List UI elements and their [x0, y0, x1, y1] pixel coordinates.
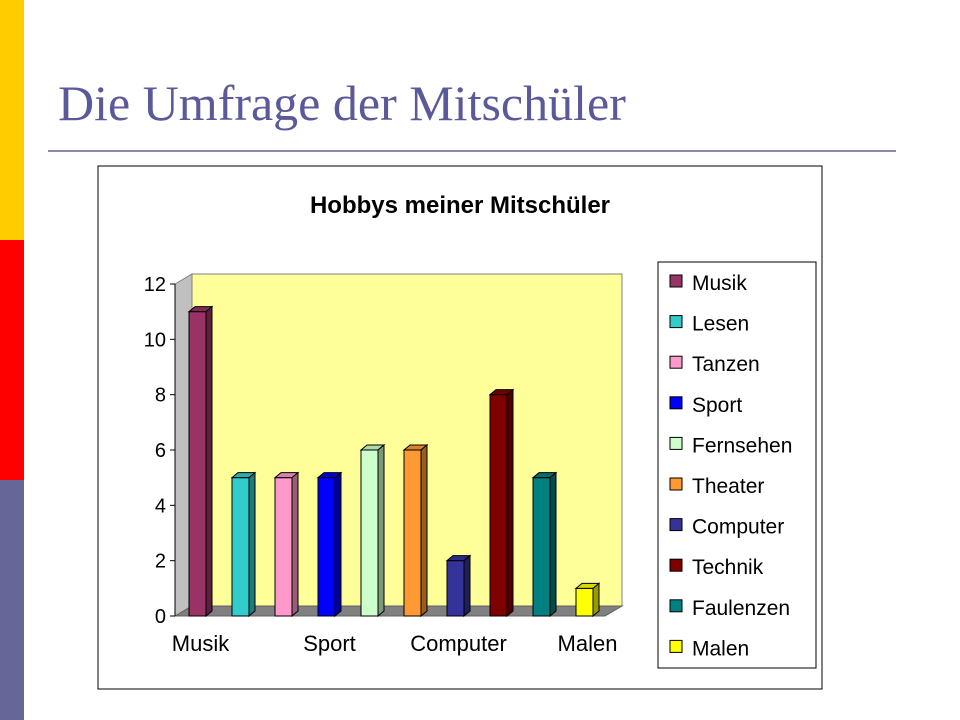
legend-label: Theater	[692, 475, 764, 498]
legend-label: Tanzen	[692, 353, 760, 376]
x-tick-label: Musik	[172, 631, 230, 656]
bar-front	[446, 560, 465, 617]
bar-tanzen	[273, 471, 300, 618]
legend-label: Sport	[692, 394, 742, 417]
accent-bar-red	[0, 240, 24, 480]
bar-theater	[402, 443, 429, 618]
bar-computer	[445, 554, 472, 618]
bar-side	[592, 582, 600, 618]
y-tick-label: 10	[144, 329, 166, 351]
bar-side	[377, 443, 385, 618]
legend-swatch	[669, 518, 683, 532]
bar-technik	[488, 388, 515, 618]
bar-malen	[574, 582, 601, 618]
bar-side	[291, 471, 299, 618]
y-tick-label: 6	[155, 440, 166, 462]
y-tick-label: 4	[155, 495, 166, 517]
legend-swatch	[669, 396, 683, 410]
bar-side	[506, 388, 514, 618]
y-tick-label: 2	[155, 551, 166, 573]
bar-front	[317, 477, 336, 617]
legend-label: Technik	[692, 556, 764, 579]
legend-swatch	[669, 315, 683, 329]
bar-side	[463, 554, 471, 618]
bar-front	[274, 477, 293, 617]
bar-side	[248, 471, 256, 618]
x-tick-label: Malen	[558, 631, 618, 656]
bar-sport	[316, 471, 343, 618]
bar-faulenzen	[531, 471, 558, 618]
slide-title: Die Umfrage der Mitschüler	[58, 75, 626, 131]
bar-front	[188, 311, 207, 617]
legend-label: Malen	[692, 637, 749, 660]
legend-swatch	[669, 639, 683, 653]
bar-musik	[187, 305, 214, 618]
legend-swatch	[669, 599, 683, 613]
bar-side	[420, 443, 428, 618]
y-tick-label: 0	[155, 606, 166, 628]
bar-front	[403, 449, 422, 617]
legend-label: Fernsehen	[692, 434, 792, 457]
legend-label: Faulenzen	[692, 597, 790, 620]
legend-swatch	[669, 355, 683, 369]
legend-label: Lesen	[692, 313, 749, 336]
accent-bar-yellow	[0, 0, 24, 240]
bar-front	[231, 477, 250, 617]
y-tick-label: 12	[144, 274, 166, 296]
legend-swatch	[669, 477, 683, 491]
accent-bar-blue	[0, 480, 24, 720]
title-divider	[48, 150, 896, 152]
x-tick-label: Sport	[303, 631, 356, 656]
y-tick-label: 8	[155, 385, 166, 407]
bar-side	[549, 471, 557, 618]
legend-box	[657, 261, 817, 669]
legend-swatch	[669, 274, 683, 288]
bar-front	[575, 587, 594, 617]
bar-side	[205, 305, 213, 618]
bar-fernsehen	[359, 443, 386, 618]
bar-lesen	[230, 471, 257, 618]
bar-front	[489, 394, 508, 617]
x-tick-label: Computer	[410, 631, 507, 656]
chart-title: Hobbys meiner Mitschüler	[310, 192, 610, 219]
legend-swatch	[669, 436, 683, 450]
legend-swatch	[669, 558, 683, 572]
bar-front	[360, 449, 379, 617]
bar-side	[334, 471, 342, 618]
legend-label: Musik	[692, 272, 747, 295]
bar-front	[532, 477, 551, 617]
legend-label: Computer	[692, 516, 784, 539]
